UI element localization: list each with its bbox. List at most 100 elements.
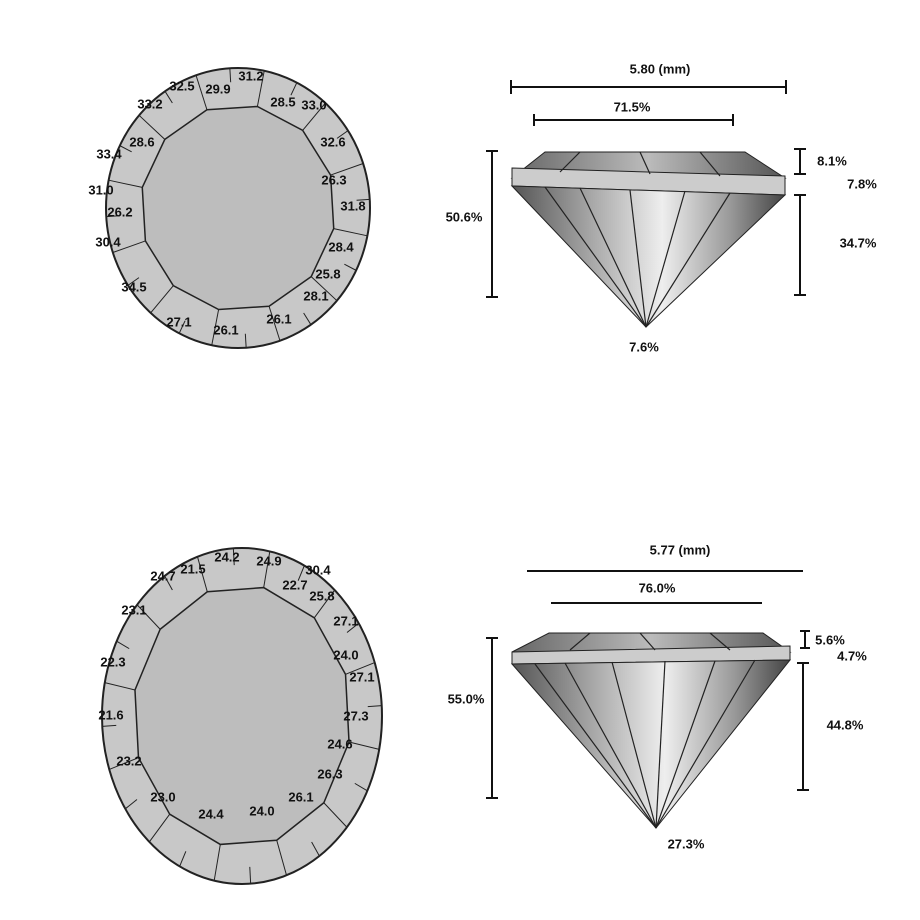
dimension-line: [800, 630, 810, 649]
facet-line: [354, 782, 368, 792]
facet-line: [148, 813, 171, 843]
diameter-label: 5.77 (mm): [650, 542, 711, 557]
facet-line: [197, 556, 208, 592]
dimension-line: [486, 150, 498, 298]
facet-line: [303, 312, 312, 325]
facet-line: [249, 866, 252, 884]
facet-label: 28.1: [303, 288, 328, 303]
facet-label: 26.3: [321, 172, 346, 187]
facet-line: [268, 306, 281, 341]
facet-line: [310, 276, 338, 302]
facet-line: [263, 551, 271, 588]
facet-line: [323, 802, 348, 828]
facet-label: 30.4: [305, 562, 331, 577]
facet-label: 23.1: [121, 602, 146, 617]
facet-line: [356, 198, 370, 201]
facet-label: 23.0: [150, 789, 175, 804]
facet-line: [256, 70, 265, 107]
facet-line: [336, 130, 349, 139]
facet-line: [119, 145, 132, 153]
facet-line: [104, 682, 136, 691]
facet-label: 27.1: [349, 669, 374, 684]
culet-label: 7.6%: [629, 339, 659, 354]
facet-label: 24.6: [327, 736, 352, 751]
girdle-label: 7.8%: [847, 176, 877, 191]
culet-label: 27.3%: [668, 836, 705, 851]
dimension-line: [486, 637, 498, 799]
facet-label: 31.2: [238, 68, 263, 83]
pavilion-facets: [544, 151, 731, 328]
table-label: 71.5%: [614, 99, 651, 114]
facet-label: 31.0: [88, 182, 113, 197]
total-depth-label: 50.6%: [446, 209, 483, 224]
facet-label: 21.6: [98, 707, 123, 722]
pavilion: [510, 185, 787, 328]
facet-line: [136, 604, 161, 630]
table-facet: [141, 105, 335, 311]
facet-label: 28.4: [328, 239, 354, 254]
pavilion: [510, 659, 792, 829]
facet-label: 33.4: [96, 146, 122, 161]
facet-line: [179, 851, 187, 867]
facet-label: 24.0: [333, 647, 358, 662]
facet-line: [138, 114, 166, 140]
facet-line: [108, 179, 143, 188]
facet-line: [229, 68, 232, 83]
facet-line: [333, 228, 368, 237]
facet-label: 26.3: [317, 766, 342, 781]
facet-label: 30.4: [95, 234, 121, 249]
facet-label: 24.7: [150, 568, 175, 583]
facet-line: [213, 844, 221, 881]
facet-label: 34.5: [121, 279, 146, 294]
profile: 5.77 (mm) 76.0% 5.6% 4.7% 44.8% 55.0% 27…: [448, 542, 868, 851]
facet-label: 25.8: [315, 266, 340, 281]
total-depth-label: 55.0%: [448, 691, 485, 706]
facet-line: [112, 240, 146, 253]
facet-label: 28.6: [129, 134, 154, 149]
facet-label: 29.9: [205, 81, 230, 96]
facet-label: 26.1: [266, 311, 291, 326]
facet-line: [106, 215, 120, 218]
facet-label: 26.1: [213, 322, 238, 337]
facet-line: [276, 840, 287, 876]
facet-label: 27.1: [166, 314, 191, 329]
facet-label: 31.8: [340, 198, 365, 213]
facet-label: 27.1: [333, 613, 358, 628]
facet-line: [211, 309, 220, 346]
table-label: 76.0%: [639, 580, 676, 595]
table-facet: [134, 586, 350, 846]
facet-label: 33.0: [301, 97, 326, 112]
facet-line: [367, 705, 382, 708]
crown-height-label: 5.6%: [815, 632, 845, 647]
facet-label: 32.5: [169, 78, 194, 93]
facet-label: 22.3: [100, 654, 125, 669]
facet-line: [330, 163, 364, 176]
facet-line: [290, 82, 298, 96]
facet-label: 25.8: [309, 588, 334, 603]
facet-line: [244, 333, 247, 348]
facet-label: 24.2: [214, 549, 239, 564]
facet-label: 21.5: [180, 561, 205, 576]
facet-label: 26.2: [107, 204, 132, 219]
pavilion-depth-label: 34.7%: [840, 235, 877, 250]
dimension-line: [794, 148, 806, 175]
facet-line: [313, 589, 336, 619]
facet-label: 23.2: [116, 753, 141, 768]
facet-line: [311, 841, 320, 857]
facet-line: [116, 640, 130, 650]
facet-label: 24.9: [256, 553, 281, 568]
facet-line: [302, 102, 326, 131]
facet-line: [164, 575, 173, 591]
top-views: 32.5 29.9 31.2 28.5 33.0 33.2 28.6 33.4 32.6 31.0…: [88, 67, 383, 885]
facet-line: [195, 75, 208, 110]
facet-line: [127, 277, 140, 286]
facet-line: [348, 741, 380, 750]
facet-label: 24.0: [249, 803, 274, 818]
facet-label: 28.5: [270, 94, 295, 109]
facet-line: [344, 263, 357, 271]
facet-label: 22.7: [282, 577, 307, 592]
pavilion-depth-label: 44.8%: [827, 717, 864, 732]
facet-line: [178, 320, 186, 334]
pavilion-facets: [534, 632, 756, 829]
facet-line: [102, 724, 117, 727]
